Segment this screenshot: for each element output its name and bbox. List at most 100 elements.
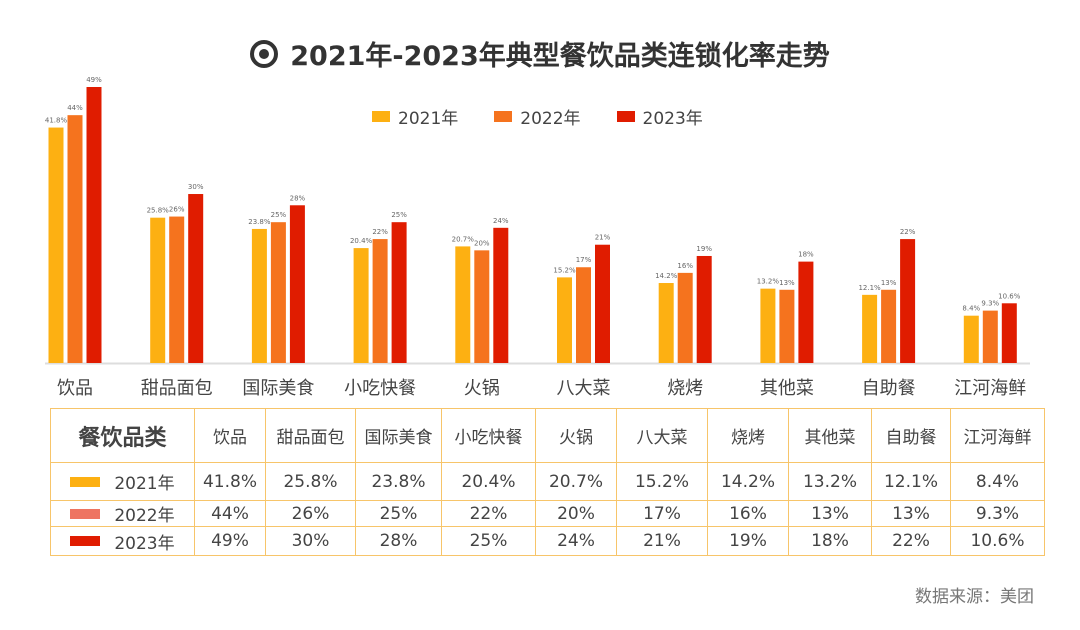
data-label: 26% [169, 206, 185, 214]
row-swatch [70, 476, 101, 487]
data-label: 25% [391, 211, 407, 219]
data-label: 18% [798, 251, 814, 259]
data-label: 19% [696, 245, 712, 253]
data-label: 20.4% [350, 237, 373, 245]
bar [862, 294, 878, 363]
bar [557, 277, 572, 363]
data-table: 餐饮品类 饮品 甜品面包 国际美食 小吃快餐 火锅 八大菜 烧烤 其他菜 自助餐 江河海鲜 2021年… [50, 408, 1045, 556]
data-label: 22% [372, 228, 388, 236]
bar [48, 127, 64, 363]
table-header-row: 餐饮品类 饮品 甜品面包 国际美食 小吃快餐 火锅 八大菜 烧烤 其他菜 自助餐 江河海鲜 [50, 408, 1045, 463]
bar [67, 115, 83, 363]
table-cell: 25% [441, 526, 536, 556]
chart-title: 2021年-2023年典型餐饮品类连锁化率走势 [0, 34, 1080, 73]
data-label: 25% [271, 211, 287, 219]
data-label: 23.8% [248, 218, 271, 226]
data-label: 49% [86, 76, 102, 84]
bar [677, 272, 693, 363]
table-header-cell: 小吃快餐 [441, 408, 536, 463]
data-label: 21% [595, 234, 611, 242]
table-cell: 21% [616, 526, 708, 556]
bar [779, 289, 795, 363]
table-cell: 18% [788, 526, 872, 556]
source-note: 数据来源：美团 [915, 587, 1034, 607]
x-tick-label: 国际美食 [242, 378, 314, 399]
legend-swatch [494, 111, 513, 122]
table-cell: 23.8% [355, 462, 442, 501]
table-row: 2022年 44% 26% 25% 22% 20% 17% 16% 13% 13% 9.3% [50, 500, 1045, 527]
data-label: 44% [67, 104, 83, 112]
data-label: 20% [474, 239, 490, 247]
bar [760, 288, 776, 363]
table-row: 2021年 41.8% 25.8% 23.8% 20.4% 20.7% 15.2% 14.2%… [50, 462, 1045, 501]
bar [900, 239, 916, 363]
row-swatch [70, 536, 101, 546]
data-label: 28% [290, 194, 306, 202]
data-label: 14.2% [655, 272, 678, 280]
bar [455, 246, 471, 363]
legend-label: 2022年 [520, 109, 581, 129]
table-header-cell: 餐饮品类 [50, 408, 195, 463]
data-label: 20.7% [452, 235, 475, 243]
data-label: 25.8% [147, 207, 170, 215]
bar [696, 255, 712, 363]
table-cell: 22% [871, 526, 951, 556]
data-label: 22% [900, 228, 916, 236]
bar [595, 244, 610, 363]
data-label: 30% [188, 183, 204, 191]
bar [251, 228, 267, 363]
table-header-cell: 火锅 [535, 408, 617, 463]
table-header-cell: 八大菜 [616, 408, 708, 463]
table-cell: 24% [535, 526, 617, 556]
data-label: 12.1% [858, 284, 881, 292]
data-label: 17% [576, 256, 592, 264]
row-swatch [70, 508, 101, 519]
data-label: 41.8% [45, 117, 68, 125]
table-cell: 14.2% [707, 462, 789, 501]
x-tick-label: 甜品面包 [141, 378, 213, 399]
table-cell: 49% [194, 526, 266, 556]
table-cell: 20.4% [441, 462, 536, 501]
table-cell: 25% [355, 500, 442, 527]
legend-item: 2021年 [372, 104, 458, 129]
bar [391, 222, 407, 363]
bar [372, 239, 388, 363]
data-label: 9.3% [981, 300, 999, 308]
bar [169, 216, 185, 363]
bar [86, 87, 102, 363]
table-header-cell: 其他菜 [788, 408, 872, 463]
table-cell: 13% [788, 500, 872, 527]
data-label: 10.6% [998, 292, 1021, 300]
bar [188, 194, 204, 363]
table-cell: 16% [707, 500, 789, 527]
x-tick-label: 其他菜 [760, 378, 814, 399]
table-header-cell: 甜品面包 [265, 408, 356, 463]
x-tick-label: 自助餐 [862, 378, 916, 399]
legend-item: 2023年 [616, 104, 703, 129]
legend-item: 2022年 [494, 104, 581, 129]
legend: 2021年 2022年 2023年 [372, 104, 703, 129]
table-row: 2023年 49% 30% 28% 25% 24% 21% 19% 18% 22% 10.6% [50, 526, 1045, 556]
table-cell: 13.2% [788, 462, 872, 501]
data-label: 13% [779, 279, 795, 287]
table-cell: 28% [355, 526, 442, 556]
table-cell: 30% [265, 526, 356, 556]
row-label: 2022年 [50, 500, 195, 527]
x-tick-label: 火锅 [464, 378, 500, 399]
bar [493, 227, 509, 363]
table-header-cell: 江河海鲜 [950, 408, 1045, 463]
legend-label: 2023年 [642, 109, 703, 129]
table-header-cell: 饮品 [194, 408, 266, 463]
bar [289, 205, 305, 363]
table-cell: 13% [871, 500, 951, 527]
data-label: 13.2% [757, 278, 780, 286]
table-cell: 20% [535, 500, 617, 527]
bar [150, 217, 166, 363]
table-cell: 8.4% [950, 462, 1045, 501]
table-cell: 44% [194, 500, 266, 527]
row-label-text: 2022年 [114, 506, 175, 526]
table-cell: 9.3% [950, 500, 1045, 527]
data-label: 24% [493, 217, 509, 225]
